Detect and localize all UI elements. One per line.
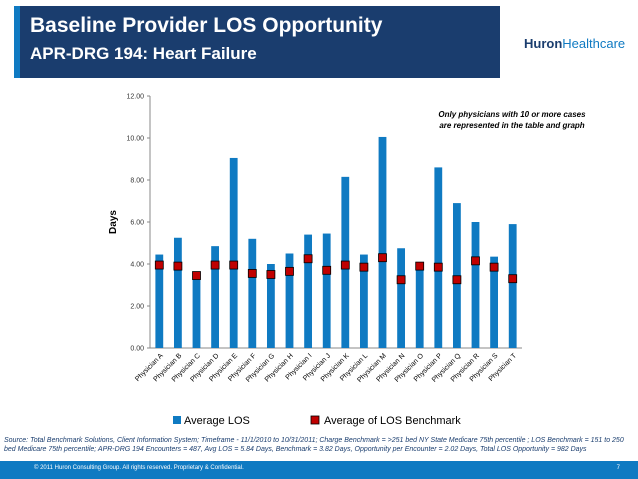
bar-average-los [266, 264, 275, 348]
marker-los-benchmark [340, 260, 350, 270]
legend-swatch-benchmark [310, 415, 320, 425]
marker-los-benchmark [192, 271, 201, 280]
legend-label-average-los: Average LOS [184, 415, 250, 427]
bar-average-los [211, 246, 220, 348]
slide-title: Baseline Provider LOS Opportunity [30, 14, 383, 37]
bar-average-los [322, 233, 331, 348]
bar-average-los [508, 224, 517, 348]
marker-los-benchmark [508, 274, 518, 284]
marker-los-benchmark [359, 262, 369, 272]
title-accent [14, 6, 20, 78]
chart-annotation: Only physicians with 10 or more cases [438, 110, 586, 119]
marker-los-benchmark [322, 265, 332, 275]
bar-average-los [285, 253, 294, 348]
marker-los-benchmark [489, 262, 499, 272]
y-tick-label: 2.00 [130, 304, 144, 311]
bar-average-los [155, 254, 164, 348]
bar-average-los [229, 157, 238, 348]
marker-los-benchmark [154, 260, 164, 270]
source-note: Source: Total Benchmark Solutions, Clien… [4, 437, 624, 453]
marker-los-benchmark [210, 260, 220, 270]
footer: © 2011 Huron Consulting Group. All right… [0, 461, 638, 479]
y-tick-label: 6.00 [130, 220, 144, 227]
bar-average-los [173, 237, 182, 348]
chart-annotation: are represented in the table and graph [439, 121, 584, 130]
los-chart: 0.00 2.00 4.00 6.00 8.00 10.00 12.00 Days Only p… [108, 94, 586, 428]
bar-average-los [359, 254, 368, 348]
bar-average-los [490, 256, 499, 348]
bar-average-los [471, 222, 480, 348]
bar-average-los [192, 279, 201, 348]
marker-los-benchmark [173, 261, 183, 271]
marker-los-benchmark [247, 269, 257, 278]
y-axis-title: Days [108, 210, 119, 234]
marker-los-benchmark [471, 256, 480, 266]
y-tick-label: 4.00 [130, 262, 144, 269]
huron-logo: HuronHealthcare [524, 36, 625, 51]
bar-average-los [378, 136, 387, 348]
marker-los-benchmark [396, 275, 406, 285]
logo-light: Healthcare [562, 36, 626, 51]
y-tick-label: 8.00 [130, 178, 144, 185]
marker-los-benchmark [433, 262, 443, 272]
marker-los-benchmark [452, 275, 462, 285]
bar-average-los [415, 266, 424, 348]
y-tick-label: 12.00 [126, 94, 144, 101]
legend-label-benchmark: Average of LOS Benchmark [324, 415, 461, 427]
bar-average-los [304, 234, 313, 348]
marker-los-benchmark [415, 261, 425, 271]
legend-swatch-average-los [173, 416, 181, 424]
bar-average-los [248, 238, 257, 348]
copyright: © 2011 Huron Consulting Group. All right… [34, 465, 244, 471]
marker-los-benchmark [285, 266, 294, 276]
marker-los-benchmark [229, 260, 239, 270]
y-tick-label: 10.00 [126, 136, 144, 143]
y-tick-label: 0.00 [130, 346, 144, 353]
marker-los-benchmark [378, 253, 387, 263]
header: Baseline Provider LOS Opportunity APR-DR… [0, 0, 638, 82]
marker-los-benchmark [266, 270, 276, 279]
title-band [14, 6, 500, 78]
bar-average-los [397, 248, 406, 348]
marker-los-benchmark [303, 254, 313, 264]
slide-subtitle: APR-DRG 194: Heart Failure [30, 44, 257, 63]
page-number: 7 [616, 465, 620, 471]
bar-average-los [434, 167, 443, 348]
logo-bold: Huron [524, 36, 563, 51]
